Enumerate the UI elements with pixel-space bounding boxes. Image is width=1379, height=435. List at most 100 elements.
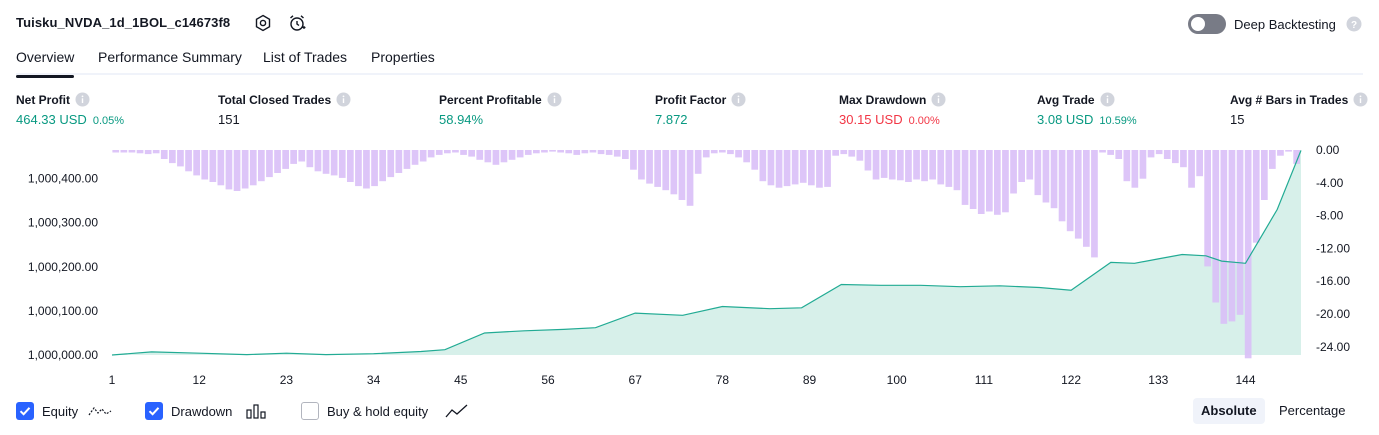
- drawdown-bar: [307, 150, 314, 167]
- drawdown-bar: [404, 150, 411, 169]
- drawdown-bar: [816, 150, 823, 188]
- drawdown-bar: [1026, 150, 1033, 180]
- x-axis-tick: 100: [887, 373, 907, 387]
- help-icon[interactable]: ?: [1346, 16, 1362, 32]
- drawdown-bar: [679, 150, 686, 200]
- tab-list-of-trades[interactable]: List of Trades: [263, 49, 347, 75]
- chart-legend: Equity Drawdown Buy & hold equity Absolu…: [0, 396, 1379, 428]
- drawdown-bar: [193, 150, 200, 175]
- x-axis-tick: 12: [193, 373, 207, 387]
- drawdown-bar: [396, 150, 403, 173]
- drawdown-bar: [913, 150, 920, 180]
- drawdown-bar: [687, 150, 694, 206]
- chart-svg: 1,000,400.00 1,000,300.00 1,000,200.00 1,00…: [0, 138, 1379, 390]
- right-axis-tick: -24.00: [1316, 340, 1350, 354]
- right-axis-tick: -20.00: [1316, 307, 1350, 321]
- drawdown-bar: [420, 150, 427, 162]
- drawdown-bar: [727, 150, 734, 154]
- drawdown-bar: [565, 150, 572, 153]
- drawdown-bar: [379, 150, 386, 181]
- drawdown-bar: [654, 150, 661, 187]
- drawdown-bar: [614, 150, 621, 157]
- drawdown-bar: [970, 150, 977, 209]
- info-icon[interactable]: [731, 92, 746, 107]
- drawdown-bar: [1059, 150, 1066, 221]
- info-icon[interactable]: [1100, 92, 1115, 107]
- drawdown-checkbox[interactable]: [145, 402, 163, 420]
- drawdown-bar: [848, 150, 855, 157]
- drawdown-bar: [905, 150, 912, 182]
- drawdown-bar: [954, 150, 961, 190]
- drawdown-bar: [582, 150, 589, 153]
- add-alert-icon[interactable]: [287, 13, 307, 33]
- drawdown-label: Drawdown: [171, 404, 232, 419]
- drawdown-bar: [768, 150, 775, 185]
- drawdown-bar: [792, 150, 799, 184]
- x-axis-tick: 56: [541, 373, 555, 387]
- tab-properties[interactable]: Properties: [371, 49, 435, 75]
- drawdown-bar: [1204, 150, 1211, 266]
- absolute-button[interactable]: Absolute: [1193, 398, 1265, 424]
- drawdown-bar: [557, 150, 564, 153]
- drawdown-bar: [1253, 150, 1260, 243]
- drawdown-bar: [606, 150, 613, 155]
- stat-label: Net Profit: [16, 93, 70, 107]
- equity-drawdown-chart[interactable]: 1,000,400.00 1,000,300.00 1,000,200.00 1,00…: [0, 138, 1379, 390]
- buy-hold-checkbox[interactable]: [301, 402, 319, 420]
- x-axis-tick: 23: [280, 373, 294, 387]
- drawdown-bar: [1188, 150, 1195, 188]
- info-icon[interactable]: [547, 92, 562, 107]
- drawdown-bar: [711, 150, 718, 153]
- drawdown-bar: [274, 150, 281, 173]
- info-icon[interactable]: [931, 92, 946, 107]
- stat-percent: 0.05%: [93, 115, 124, 127]
- drawdown-bar: [339, 150, 346, 178]
- info-icon[interactable]: [336, 92, 351, 107]
- stat-avg-bars-in-trades: Avg # Bars in Trades 15: [1230, 92, 1368, 127]
- drawdown-bar: [298, 150, 305, 162]
- drawdown-bar: [743, 150, 750, 162]
- tab-performance-summary[interactable]: Performance Summary: [98, 49, 242, 75]
- info-icon[interactable]: [1353, 92, 1368, 107]
- drawdown-bar: [1107, 150, 1114, 155]
- drawdown-bar: [460, 150, 467, 155]
- info-icon[interactable]: [75, 92, 90, 107]
- drawdown-bar: [735, 150, 742, 157]
- drawdown-bar: [169, 150, 176, 163]
- drawdown-bar: [428, 150, 435, 157]
- drawdown-bar: [703, 150, 710, 157]
- drawdown-bar: [444, 150, 451, 153]
- stat-label: Percent Profitable: [439, 93, 542, 107]
- drawdown-bar: [662, 150, 669, 190]
- stat-value: 15: [1230, 112, 1244, 127]
- drawdown-bar: [865, 150, 872, 171]
- x-axis-tick: 133: [1148, 373, 1168, 387]
- stat-net-profit: Net Profit 464.33 USD 0.05%: [16, 92, 124, 127]
- drawdown-bar: [638, 150, 645, 180]
- drawdown-bar: [355, 150, 362, 186]
- percentage-button[interactable]: Percentage: [1271, 398, 1354, 424]
- drawdown-bar: [630, 150, 637, 170]
- drawdown-bar: [937, 150, 944, 184]
- header: Tuisku_NVDA_1d_1BOL_c14673f8 Deep Backte…: [0, 0, 1379, 46]
- stat-label: Avg Trade: [1037, 93, 1095, 107]
- drawdown-bar: [986, 150, 993, 212]
- stat-value: 151: [218, 112, 240, 127]
- tab-overview[interactable]: Overview: [16, 49, 74, 75]
- equity-checkbox[interactable]: [16, 402, 34, 420]
- settings-icon[interactable]: [253, 13, 273, 33]
- drawdown-bar: [1099, 150, 1106, 153]
- drawdown-bar: [121, 150, 128, 153]
- drawdown-bar: [371, 150, 378, 186]
- stat-label: Profit Factor: [655, 93, 726, 107]
- drawdown-bar: [889, 150, 896, 180]
- left-axis-tick: 1,000,200.00: [28, 260, 98, 274]
- drawdown-bar: [881, 150, 888, 178]
- drawdown-bar: [1237, 150, 1244, 315]
- drawdown-bar: [832, 150, 839, 156]
- drawdown-bar: [994, 150, 1001, 215]
- drawdown-bar: [347, 150, 354, 182]
- drawdown-bar: [1285, 150, 1292, 152]
- deep-backtesting-toggle[interactable]: [1188, 14, 1226, 34]
- drawdown-bar: [533, 150, 540, 153]
